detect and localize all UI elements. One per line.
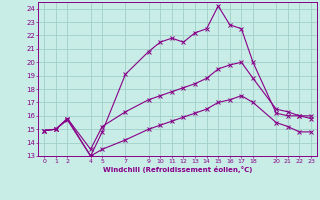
X-axis label: Windchill (Refroidissement éolien,°C): Windchill (Refroidissement éolien,°C) bbox=[103, 166, 252, 173]
